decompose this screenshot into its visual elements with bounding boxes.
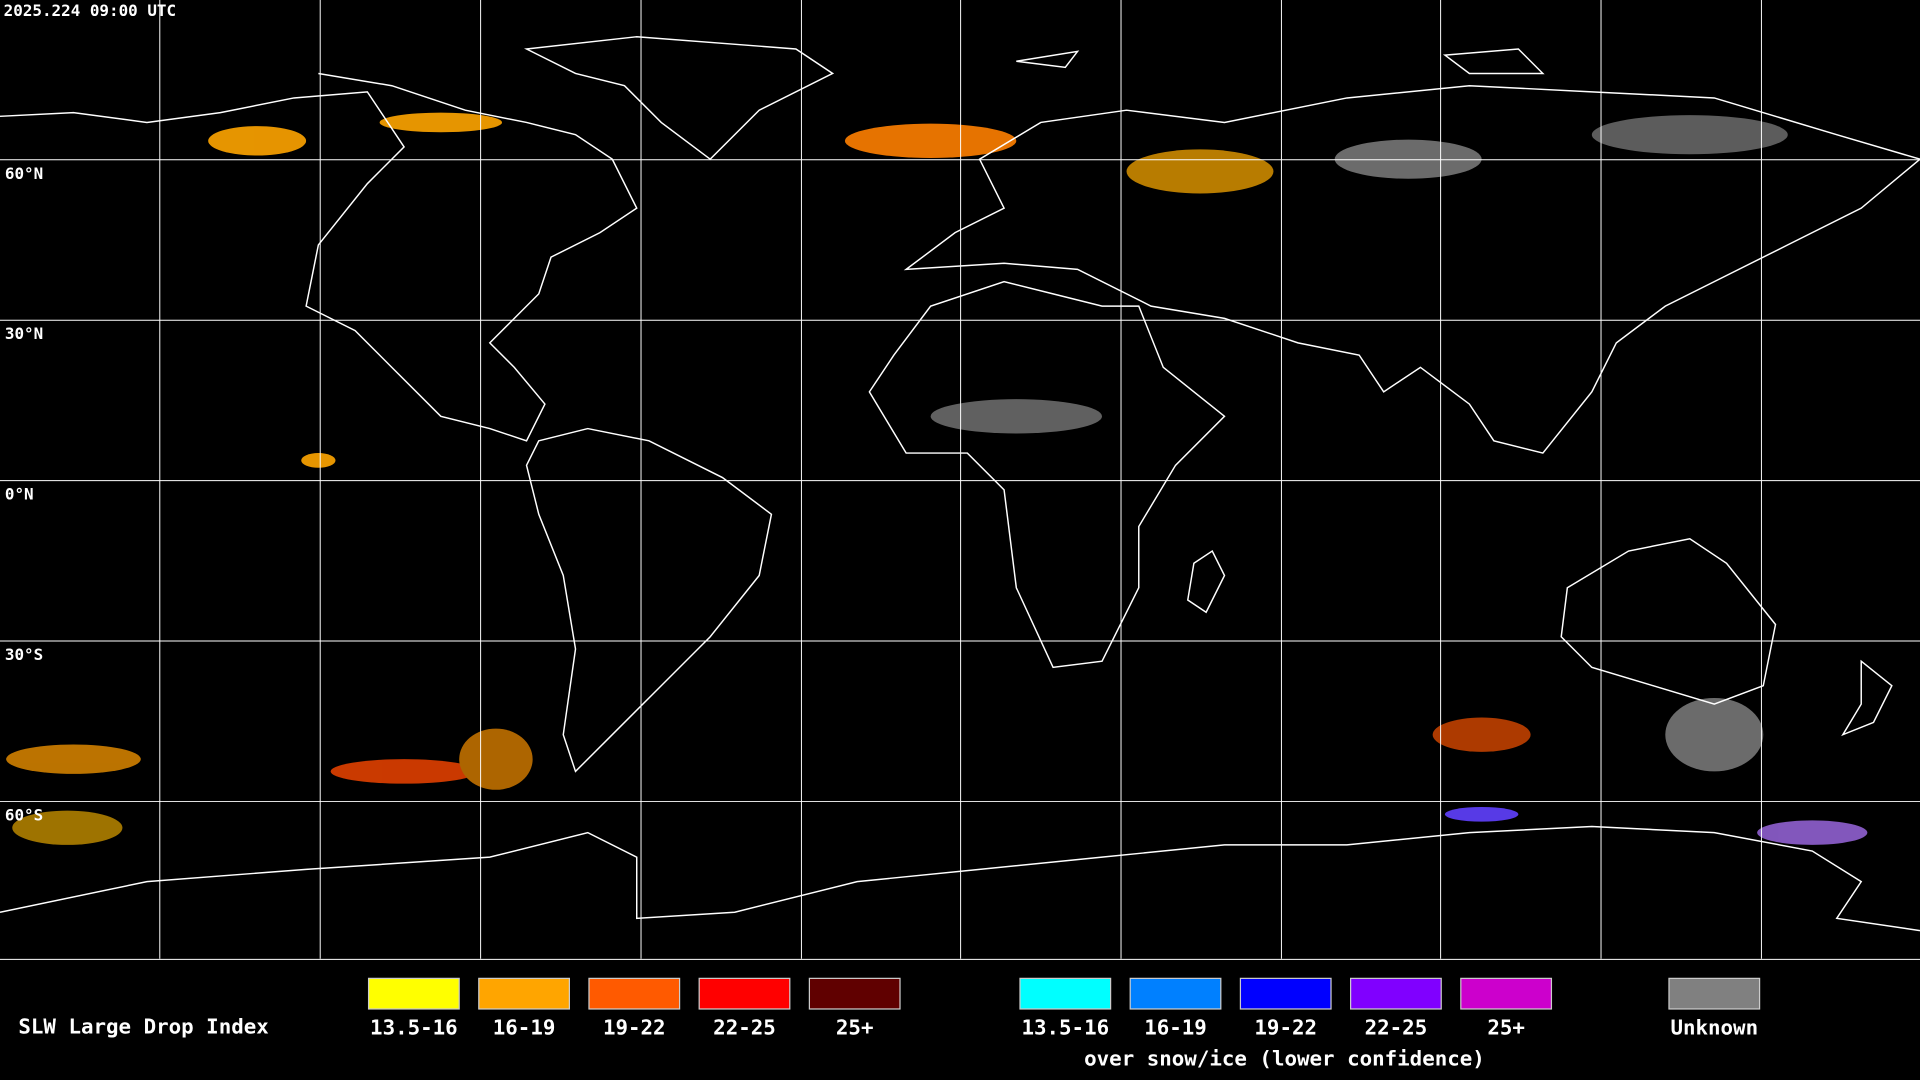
cloud-patches <box>6 112 1868 845</box>
legend-swatch <box>367 977 460 1010</box>
legend-swatch <box>1239 977 1332 1010</box>
legend-note: over snow/ice (lower confidence) <box>1084 1046 1485 1070</box>
latitude-label: 30°S <box>5 645 43 664</box>
legend-label: 22-25 <box>713 1016 776 1040</box>
legend-swatch <box>1350 977 1442 1010</box>
latitude-label: 0°N <box>5 485 34 504</box>
legend-swatch <box>808 977 901 1010</box>
legend-swatch <box>698 977 791 1010</box>
legend-swatch <box>1019 977 1112 1010</box>
legend-label: 25+ <box>1487 1016 1525 1040</box>
latitude-label: 60°N <box>5 164 43 183</box>
timestamp: 2025.224 09:00 UTC <box>4 1 176 20</box>
legend-title: SLW Large Drop Index <box>18 1014 268 1038</box>
legend-label: 16-19 <box>493 1016 556 1040</box>
legend-label: 16-19 <box>1144 1016 1207 1040</box>
legend-swatch <box>1460 977 1553 1010</box>
legend-label: 13.5-16 <box>1021 1016 1109 1040</box>
legend-swatch <box>588 977 681 1010</box>
legend-label: 13.5-16 <box>370 1016 458 1040</box>
legend-swatch <box>478 977 570 1010</box>
legend-swatch <box>1129 977 1222 1010</box>
legend-swatch <box>1668 977 1761 1010</box>
legend-label: 25+ <box>836 1016 874 1040</box>
latitude-label: 30°N <box>5 324 43 343</box>
legend: SLW Large Drop Index over snow/ice (lowe… <box>18 977 1761 1070</box>
legend-label: 22-25 <box>1365 1016 1428 1040</box>
latitude-label: 60°S <box>5 805 43 824</box>
map: 2025.224 09:00 UTC 60°N 30°N 0°N 30°S 60°S <box>0 0 1920 960</box>
legend-label: 19-22 <box>603 1016 666 1040</box>
legend-label: 19-22 <box>1254 1016 1317 1040</box>
graticule <box>0 0 1920 960</box>
coastlines <box>0 35 1920 932</box>
legend-label: Unknown <box>1670 1016 1758 1040</box>
